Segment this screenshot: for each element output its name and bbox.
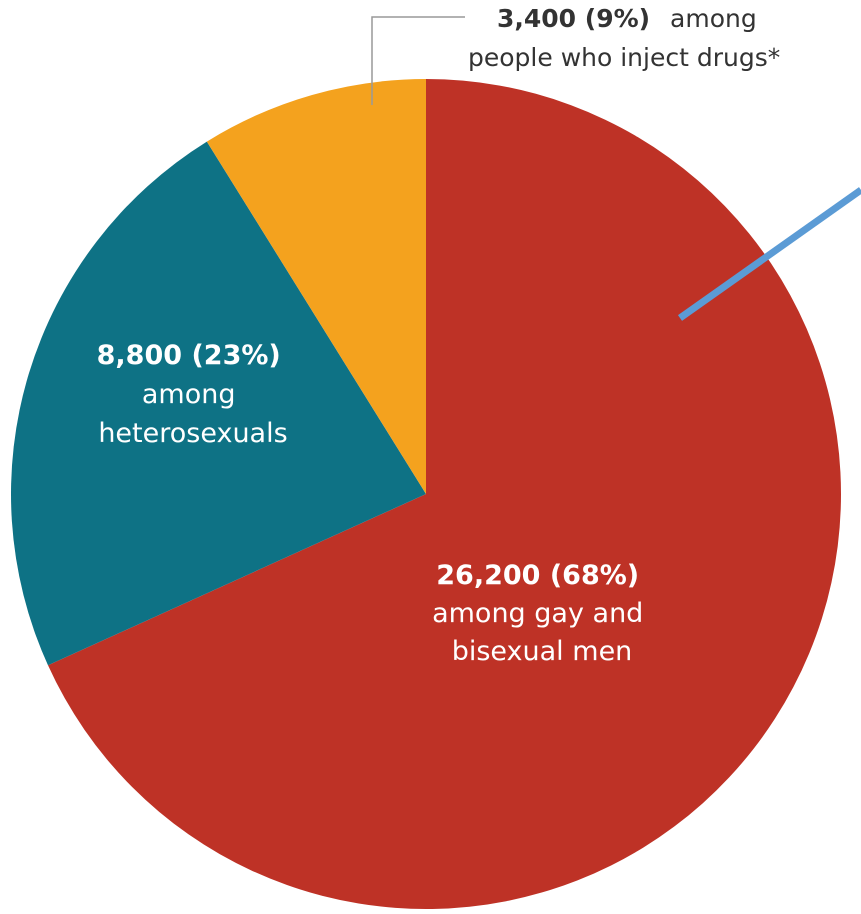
slice-label-inject-drugs: 3,400 (9%) among people who inject drugs… [468, 4, 780, 72]
slice-label-gay-bisexual: 26,200 (68%) among gay and bisexual men [432, 560, 652, 667]
pie-slice-gay-bisexual-men [47, 79, 841, 909]
callout-leader-line [371, 16, 465, 105]
pie-slices [11, 79, 841, 909]
pie-slice-heterosexuals [11, 141, 427, 666]
annotation-stroke [677, 187, 861, 321]
slice-label-heterosexuals: 8,800 (23%) among heterosexuals [97, 340, 290, 449]
pie-slice-inject-drugs [206, 79, 426, 494]
